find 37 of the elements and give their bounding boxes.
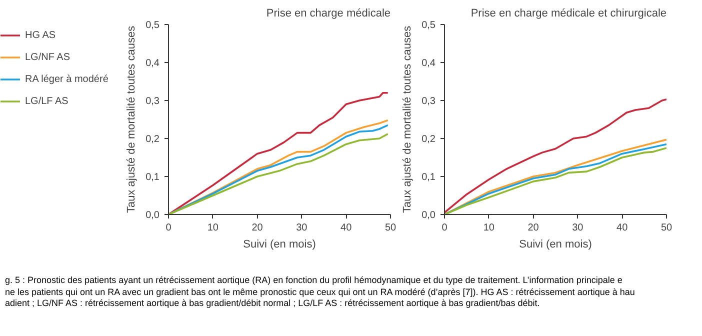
y-tick-label: 0,5 xyxy=(422,20,436,31)
legend-label: LG/LF AS xyxy=(25,96,68,106)
x-tick-label: 10 xyxy=(207,222,219,234)
y-tick-label: 0,5 xyxy=(146,20,160,31)
x-tick-label: 50 xyxy=(384,222,396,234)
x-tick-label: 10 xyxy=(483,222,495,234)
y-tick-label: 0,1 xyxy=(422,172,436,183)
x-tick-label: 30 xyxy=(296,222,308,234)
y-tick-label: 0,0 xyxy=(146,210,160,221)
chart-title: Prise en charge médicale et chirurgicale xyxy=(470,8,667,20)
chart-title: Prise en charge médicale xyxy=(266,8,391,20)
y-axis-title: Taux ajusté de mortalité toutes causes xyxy=(402,25,414,214)
y-tick-label: 0,2 xyxy=(146,134,160,145)
legend-label: RA léger à modéré xyxy=(25,74,108,84)
x-tick-label: 20 xyxy=(528,222,540,234)
y-tick-label: 0,0 xyxy=(422,210,436,221)
y-tick-label: 0,3 xyxy=(146,96,160,107)
x-tick-label: 40 xyxy=(616,222,628,234)
x-tick-label: 50 xyxy=(660,222,672,234)
legend-label: HG AS xyxy=(25,30,56,40)
y-tick-label: 0,4 xyxy=(422,58,436,69)
text: adient ; LG/NF AS : rétrécissement aortique à bas gradient/débit normal ; LG/LF AS : rétrécissement aortique à bas gradient/bas débit. xyxy=(5,298,540,308)
x-tick-label: 20 xyxy=(252,222,264,234)
x-axis-title: Suivi (en mois) xyxy=(519,238,592,250)
legend-label: LG/NF AS xyxy=(25,52,70,62)
y-tick-label: 0,4 xyxy=(146,58,160,69)
x-axis-title: Suivi (en mois) xyxy=(243,238,316,250)
x-tick-label: 0 xyxy=(166,222,172,234)
y-axis-title: Taux ajusté de mortalité toutes causes xyxy=(126,25,138,214)
text: g. 5 : Pronostic des patients ayant un rétrécissement aortique (RA) en fonction du profil hémodynamique et du type de traitement. L’information principale e xyxy=(5,275,622,285)
x-tick-label: 0 xyxy=(442,222,448,234)
y-tick-label: 0,2 xyxy=(422,134,436,145)
text: ne les patients qui ont un RA avec un gradient bas ont le même pronostic que ceux qui ont un RA modéré (d’après [7]). HG AS : rétrécissement aortique à hau xyxy=(5,286,635,297)
x-tick-label: 30 xyxy=(572,222,584,234)
y-tick-label: 0,1 xyxy=(146,172,160,183)
x-tick-label: 40 xyxy=(340,222,352,234)
y-tick-label: 0,3 xyxy=(422,96,436,107)
